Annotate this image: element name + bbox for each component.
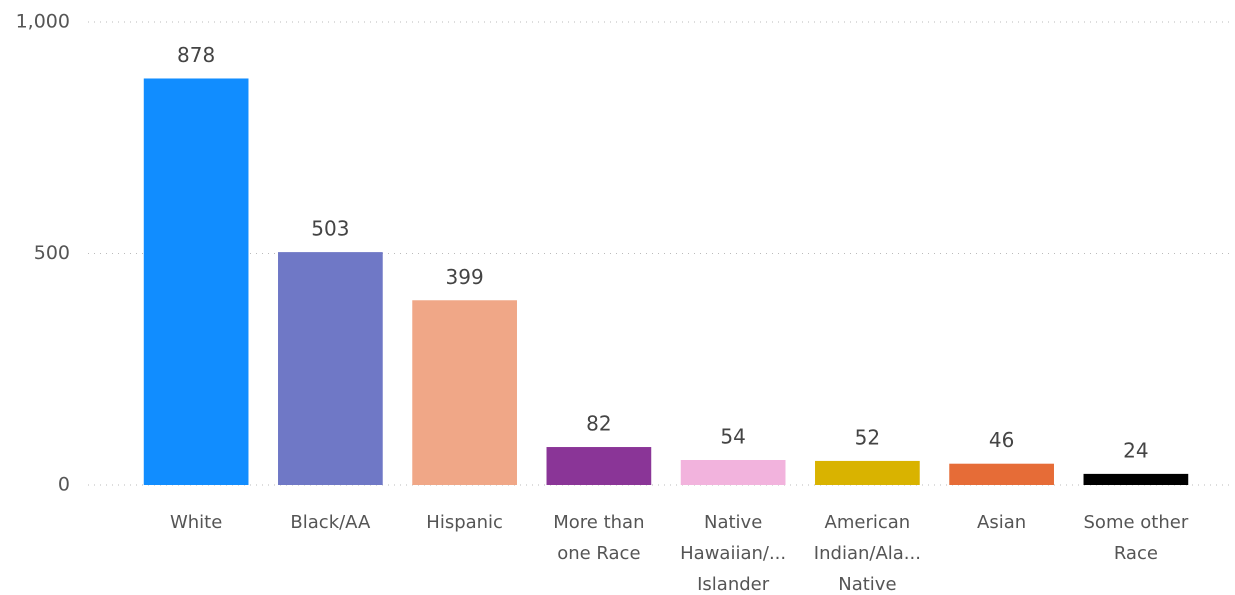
bar	[815, 460, 920, 485]
bar	[1083, 473, 1189, 485]
x-tick-label: Hispanic	[426, 512, 503, 533]
data-label: 399	[446, 265, 484, 289]
x-tick-label: More than one Race	[553, 512, 645, 564]
bar	[143, 78, 249, 486]
x-tick-label: American Indian/Ala... Native	[813, 512, 921, 595]
x-tick-label: Some other Race	[1083, 512, 1189, 564]
data-label: 878	[177, 43, 215, 67]
data-label: 82	[586, 412, 611, 436]
bar	[680, 459, 786, 485]
bar	[412, 300, 517, 485]
x-tick-label: Asian	[977, 512, 1027, 533]
y-tick-label: 500	[34, 242, 70, 264]
bar	[278, 252, 383, 485]
bar	[949, 463, 1054, 485]
data-label: 46	[989, 428, 1014, 452]
y-tick-label: 0	[58, 474, 70, 496]
data-label: 52	[855, 425, 880, 449]
y-tick-label: 1,000	[16, 11, 70, 33]
bar	[546, 447, 652, 485]
data-label: 24	[1123, 438, 1148, 462]
x-tick-label: Black/AA	[290, 512, 371, 533]
x-tick-label: White	[169, 512, 223, 533]
data-label: 54	[720, 424, 745, 448]
x-tick-label: Native Hawaiian/... Islander	[680, 512, 787, 595]
data-label: 503	[311, 217, 349, 241]
